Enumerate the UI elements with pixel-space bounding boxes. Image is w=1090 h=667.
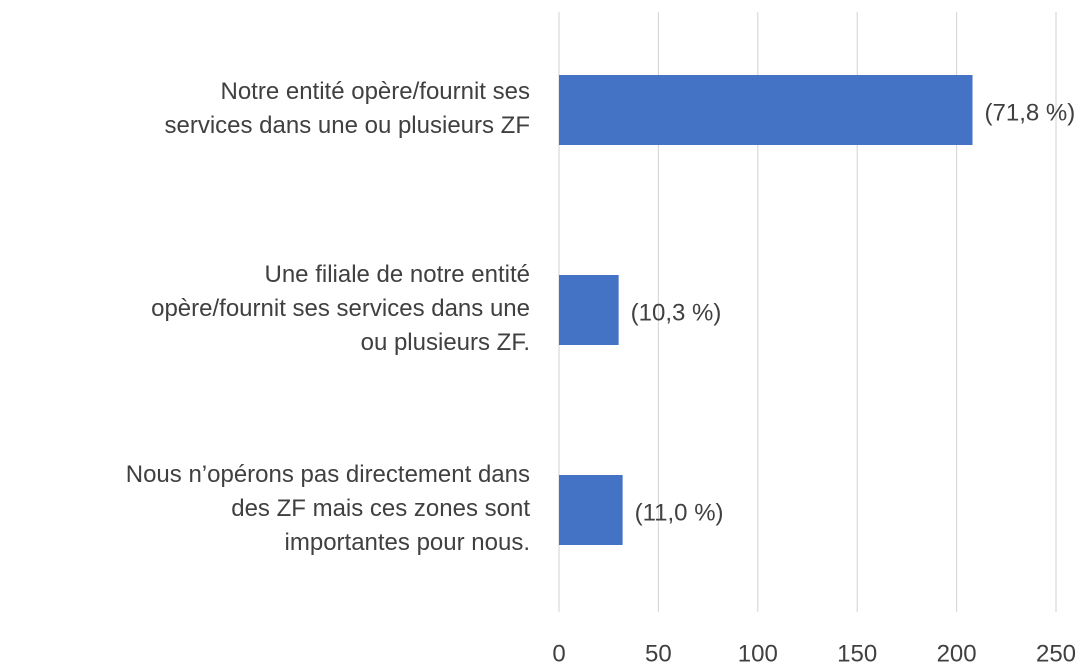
x-tick-label: 250	[1036, 640, 1076, 667]
x-tick-label: 200	[937, 640, 977, 667]
y-tick-label: Nous n’opérons pas directement dans des Z…	[126, 461, 531, 556]
x-tick-label: 150	[837, 640, 877, 667]
x-tick-label: 100	[738, 640, 778, 667]
y-tick-label: Notre entité opère/fournit ses services d…	[164, 78, 530, 139]
y-tick-label: Une filiale de notre entité opère/fournit…	[151, 261, 530, 356]
annotation: (10,3 %)	[631, 299, 722, 326]
label-line: des ZF mais ces zones sont	[231, 495, 530, 522]
label-line: importantes pour nous.	[285, 529, 530, 556]
x-tick-label: 50	[645, 640, 672, 667]
label-line: opère/fournit ses services dans une	[151, 295, 530, 322]
label-line: ou plusieurs ZF.	[361, 329, 530, 356]
annotation: (71,8 %)	[985, 99, 1076, 126]
bar	[559, 275, 619, 345]
label-line: Une filiale de notre entité	[265, 261, 531, 288]
label-line: services dans une ou plusieurs ZF	[164, 112, 530, 139]
bar	[559, 475, 623, 545]
label-line: Nous n’opérons pas directement dans	[126, 461, 530, 488]
x-tick-label: 0	[552, 640, 565, 667]
bar	[559, 75, 973, 145]
annotation: (11,0 %)	[635, 499, 724, 526]
label-line: Notre entité opère/fournit ses	[220, 78, 530, 105]
